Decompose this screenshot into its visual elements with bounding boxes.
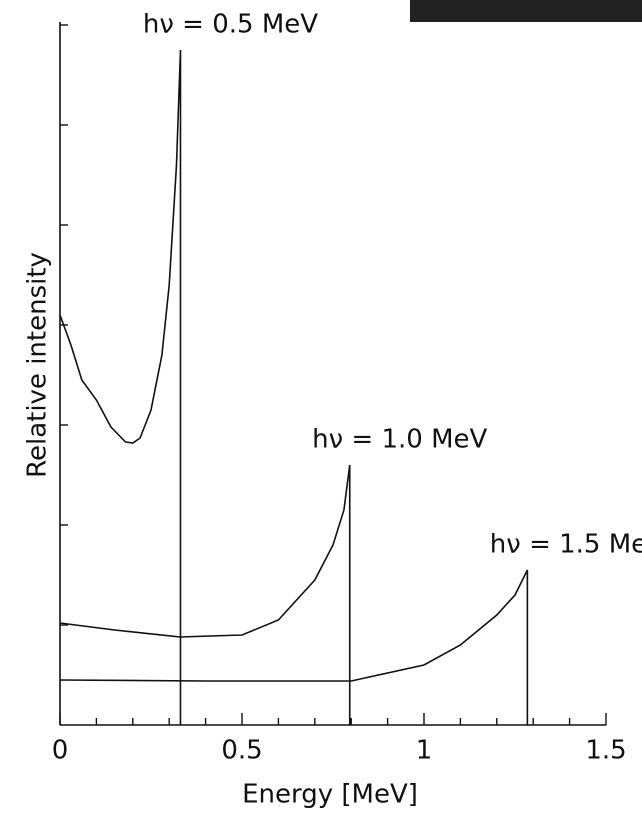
y-axis-label: Relative intensity	[23, 252, 53, 478]
curve	[59, 464, 351, 725]
x-tick-label: 0.5	[221, 736, 262, 766]
x-axis-label: Energy [MeV]	[242, 780, 418, 810]
curve	[59, 49, 182, 725]
curve-label: hν = 1.5 MeV	[490, 530, 642, 560]
curve	[59, 569, 529, 725]
curve-label: hν = 1.0 MeV	[312, 425, 487, 455]
x-tick-label: 1	[416, 736, 433, 766]
x-tick-label: 0	[52, 736, 69, 766]
curve-label: hν = 0.5 MeV	[143, 10, 318, 40]
x-tick-label: 1.5	[585, 736, 626, 766]
photo-edge	[410, 0, 642, 22]
